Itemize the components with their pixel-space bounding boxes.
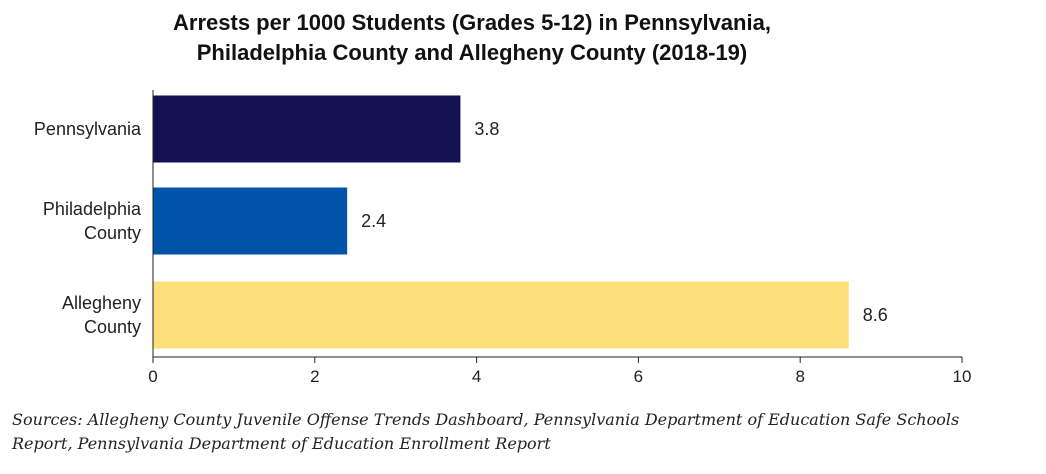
x-tick-label: 6 [634, 367, 643, 386]
category-label: Pennsylvania [34, 119, 142, 139]
bar [153, 187, 348, 255]
category-label: Philadelphia [43, 199, 142, 219]
category-label: County [84, 317, 141, 337]
chart-title-line-1: Arrests per 1000 Students (Grades 5-12) … [173, 10, 771, 35]
x-tick-label: 10 [953, 367, 972, 386]
chart-title-line-2: Philadelphia County and Allegheny County… [196, 40, 748, 65]
bar [153, 95, 461, 163]
category-label: County [84, 223, 141, 243]
bar [153, 281, 849, 349]
value-label: 3.8 [474, 119, 499, 139]
sources-line-1: Sources: Allegheny County Juvenile Offen… [12, 410, 960, 429]
value-label: 8.6 [863, 305, 888, 325]
value-label: 2.4 [361, 211, 386, 231]
chart-title: Arrests per 1000 Students (Grades 5-12) … [0, 8, 944, 68]
x-tick-label: 8 [795, 367, 804, 386]
x-tick-label: 2 [310, 367, 319, 386]
category-label: Allegheny [62, 293, 141, 313]
sources-note: Sources: Allegheny County Juvenile Offen… [12, 408, 1042, 456]
x-tick-label: 4 [472, 367, 481, 386]
sources-line-2: Report, Pennsylvania Department of Educa… [12, 434, 551, 453]
x-tick-label: 0 [148, 367, 157, 386]
